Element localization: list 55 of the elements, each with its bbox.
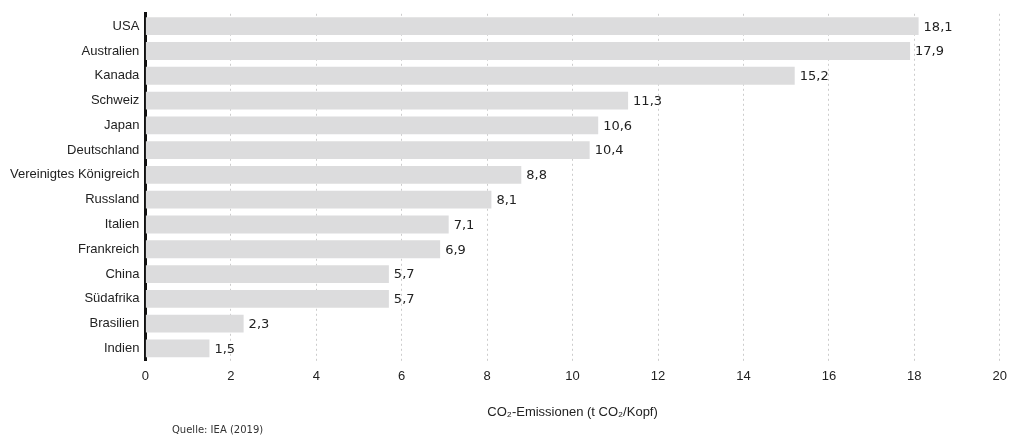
data-label: 15,2 — [799, 68, 829, 84]
x-tick-label: 18 — [907, 368, 922, 384]
bar — [145, 91, 629, 110]
bar — [145, 314, 244, 333]
source-note: Quelle: IEA (2019) — [172, 424, 264, 435]
bar — [145, 165, 522, 184]
bar — [145, 190, 492, 209]
data-label: 2,3 — [248, 316, 270, 331]
bar — [145, 289, 389, 308]
y-tick-label: Indien — [103, 339, 140, 355]
x-tick-label: 2 — [227, 368, 235, 384]
x-tick-label: 0 — [141, 368, 149, 384]
data-label: 8,1 — [496, 192, 518, 208]
y-tick-label: Japan — [103, 116, 140, 132]
data-label: 8,8 — [526, 167, 547, 183]
data-label: 6,9 — [445, 241, 466, 257]
y-tick-label: Brasilien — [89, 315, 140, 331]
data-label: 5,7 — [393, 266, 415, 282]
x-tick-label: 16 — [821, 368, 837, 384]
y-tick-label: Russland — [85, 191, 140, 207]
y-tick-label: Schweiz — [90, 92, 140, 108]
y-tick-label: Italien — [104, 216, 140, 232]
data-label: 10,6 — [603, 117, 633, 133]
bar — [145, 66, 795, 85]
bar — [145, 17, 919, 36]
x-tick-label: 4 — [312, 368, 320, 384]
x-axis-title: CO₂-Emissionen (t CO₂/Kopf) — [487, 403, 658, 419]
y-tick-label: USA — [112, 17, 140, 33]
y-tick-label: Südafrika — [84, 290, 141, 306]
x-tick-label: 20 — [992, 368, 1007, 384]
x-tick-label: 12 — [650, 368, 666, 384]
data-label: 17,9 — [915, 43, 945, 59]
data-label: 7,1 — [453, 216, 475, 232]
bar — [145, 339, 210, 358]
x-tick-label: 14 — [736, 368, 751, 384]
bar — [145, 42, 911, 60]
x-tick-label: 10 — [565, 368, 580, 384]
bar — [145, 215, 449, 234]
data-label: 1,5 — [214, 340, 236, 356]
y-tick-label: China — [105, 265, 141, 281]
y-tick-label: Australien — [81, 42, 140, 58]
data-label: 18,1 — [923, 18, 953, 34]
data-label: 11,3 — [633, 92, 663, 108]
y-tick-label: Frankreich — [77, 240, 140, 256]
y-tick-label: Deutschland — [67, 141, 140, 157]
bar — [145, 265, 389, 283]
y-tick-label: Vereinigtes Königreich — [10, 166, 140, 182]
data-label: 10,4 — [594, 142, 624, 158]
data-label: 5,7 — [393, 291, 415, 307]
bar — [145, 240, 441, 259]
y-tick-label: Kanada — [94, 67, 141, 83]
x-tick-label: 8 — [483, 368, 491, 384]
x-tick-label: 6 — [398, 368, 406, 384]
bar — [145, 116, 599, 135]
bar — [145, 141, 590, 160]
